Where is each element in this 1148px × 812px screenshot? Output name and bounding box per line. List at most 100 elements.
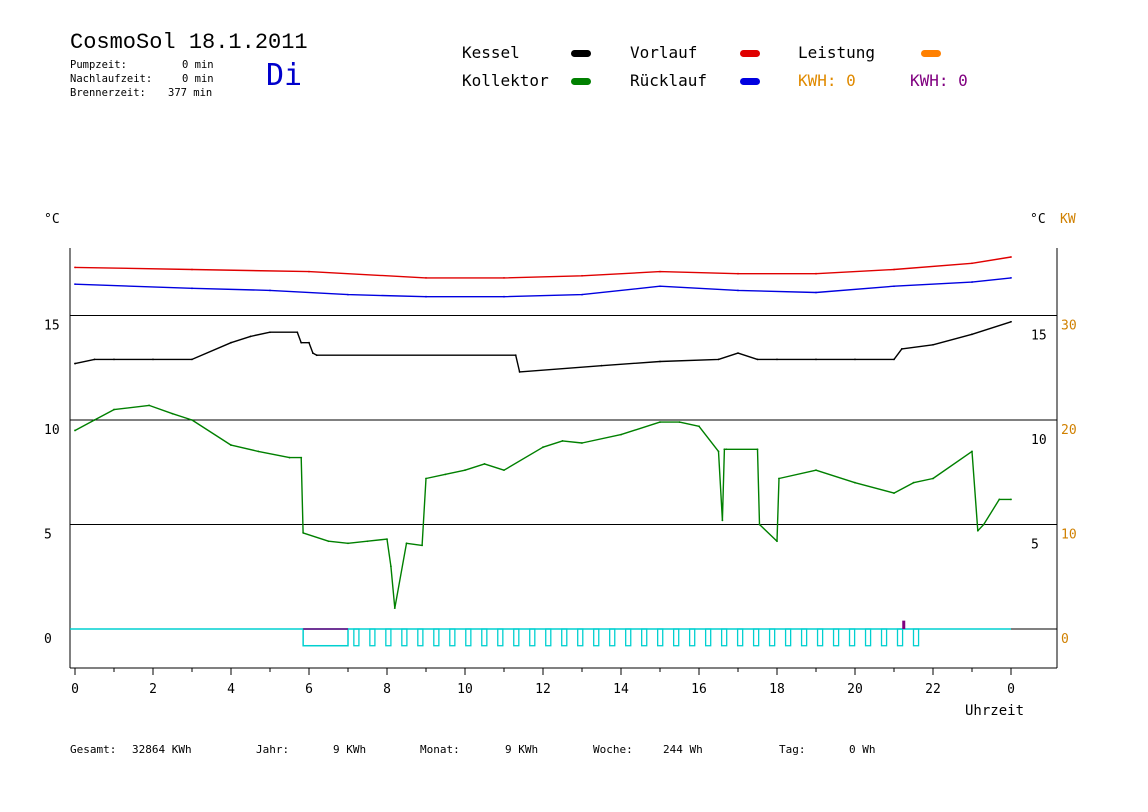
series-point-kessel xyxy=(312,352,314,355)
y-right-c-tick-label: 15 xyxy=(1031,329,1047,344)
pump-pulse xyxy=(800,628,808,647)
series-point-vorlauf xyxy=(425,276,427,279)
series-point-r-cklauf xyxy=(815,291,817,294)
pump-pulse xyxy=(768,628,776,647)
pump-pulse xyxy=(593,628,600,647)
series-point-kessel xyxy=(191,358,193,361)
pump-pulse xyxy=(848,628,856,647)
pump-block xyxy=(302,628,349,647)
series-point-kollektor xyxy=(723,448,726,451)
series-point-vorlauf xyxy=(737,272,739,275)
series-point-kollektor xyxy=(659,421,661,423)
series-point-kollektor xyxy=(698,425,700,428)
pump-pulse xyxy=(625,628,632,647)
series-point-kollektor xyxy=(717,450,720,453)
series-point-r-cklauf xyxy=(347,293,349,296)
series-point-kollektor xyxy=(191,419,193,421)
x-tick-label: 20 xyxy=(847,682,863,697)
series-point-kessel xyxy=(315,354,318,357)
x-tick-label: 8 xyxy=(383,682,391,697)
series-point-kollektor xyxy=(998,498,1001,501)
series-point-r-cklauf xyxy=(581,293,583,296)
series-point-kollektor xyxy=(1010,498,1012,501)
pump-pulse xyxy=(353,628,360,647)
series-point-kessel xyxy=(93,358,96,361)
series-point-kollektor xyxy=(171,412,174,415)
pump-pulse xyxy=(736,628,744,647)
series-point-r-cklauf xyxy=(971,281,973,283)
y-left-tick-label: 0 xyxy=(44,632,52,647)
series-point-vorlauf xyxy=(893,268,895,271)
series-point-kollektor xyxy=(302,531,305,534)
series-point-kessel xyxy=(717,358,720,361)
y-right-kw-tick-label: 10 xyxy=(1061,528,1077,543)
series-point-kollektor xyxy=(113,408,115,411)
series-point-kollektor xyxy=(620,433,622,436)
series-point-kollektor xyxy=(932,477,934,480)
series-point-kessel xyxy=(113,358,115,361)
legend-kessel: Kessel xyxy=(462,43,520,62)
week-energy-value: 244 Wh xyxy=(663,743,703,756)
series-point-kollektor xyxy=(421,544,423,547)
nachlauf-time-label: Nachlaufzeit: xyxy=(70,73,153,85)
pump-pulse xyxy=(688,628,696,647)
y-right-c-tick-label: 5 xyxy=(1031,538,1039,553)
pump-time-label: Pumpzeit: xyxy=(70,59,127,71)
series-point-kollektor xyxy=(503,469,505,472)
series-line-vorlauf xyxy=(74,256,1012,279)
series-point-kessel xyxy=(249,335,252,338)
x-tick-label: 22 xyxy=(925,682,941,697)
pump-pulse xyxy=(641,628,648,647)
x-tick-label: 6 xyxy=(305,682,313,697)
y-left-tick-label: 5 xyxy=(44,528,52,543)
series-point-kollektor xyxy=(776,540,778,543)
series-point-kollektor xyxy=(483,462,486,465)
series-point-r-cklauf xyxy=(269,289,271,292)
x-tick-label: 12 xyxy=(535,682,551,697)
pump-pulse xyxy=(816,628,824,647)
x-tick-label: 0 xyxy=(71,682,79,697)
pump-pulse xyxy=(720,628,728,647)
series-point-kollektor xyxy=(678,421,681,423)
pump-pulse xyxy=(465,628,472,647)
series-point-kessel xyxy=(932,343,934,346)
series-point-kollektor xyxy=(542,446,544,449)
series-point-kessel xyxy=(776,358,778,361)
x-tick-label: 14 xyxy=(613,682,629,697)
day-energy-value: 0 Wh xyxy=(849,743,876,756)
x-tick-label: 16 xyxy=(691,682,707,697)
legend-kollektor-swatch xyxy=(571,78,591,85)
series-point-vorlauf xyxy=(1010,256,1012,258)
series-point-vorlauf xyxy=(74,266,76,269)
y-right-kw-unit: KW xyxy=(1060,212,1076,227)
kwh-purple-readout: KWH: 0 xyxy=(910,71,968,90)
series-point-kollektor xyxy=(758,523,761,526)
brenner-time-label: Brennerzeit: xyxy=(70,87,146,99)
y-right-kw-tick-label: 0 xyxy=(1061,632,1069,647)
y-right-c-tick-label: 10 xyxy=(1031,433,1047,448)
series-point-kollektor xyxy=(815,469,817,472)
series-point-kollektor xyxy=(327,540,330,543)
series-point-kessel xyxy=(230,341,232,344)
series-point-vorlauf xyxy=(815,272,817,275)
series-point-kollektor xyxy=(893,492,895,495)
series-line-r-cklauf xyxy=(74,277,1012,298)
y-right-kw-tick-label: 30 xyxy=(1061,319,1077,334)
x-axis-label: Uhrzeit xyxy=(965,703,1024,719)
series-point-kessel xyxy=(854,358,856,361)
pump-pulse xyxy=(369,628,376,647)
series-point-kessel xyxy=(152,358,154,361)
series-point-kessel xyxy=(514,354,517,357)
x-tick-label: 2 xyxy=(149,682,157,697)
month-energy-value: 9 KWh xyxy=(505,743,539,756)
series-point-kollektor xyxy=(148,404,151,407)
series-point-kessel xyxy=(308,341,310,344)
legend-kollektor: Kollektor xyxy=(462,71,549,90)
legend-vorlauf-swatch xyxy=(740,50,760,57)
series-point-kessel xyxy=(900,348,903,350)
series-point-kessel xyxy=(300,341,303,344)
x-tick-label: 10 xyxy=(457,682,473,697)
series-line-kessel xyxy=(74,321,1012,373)
pump-pulse xyxy=(896,628,904,647)
